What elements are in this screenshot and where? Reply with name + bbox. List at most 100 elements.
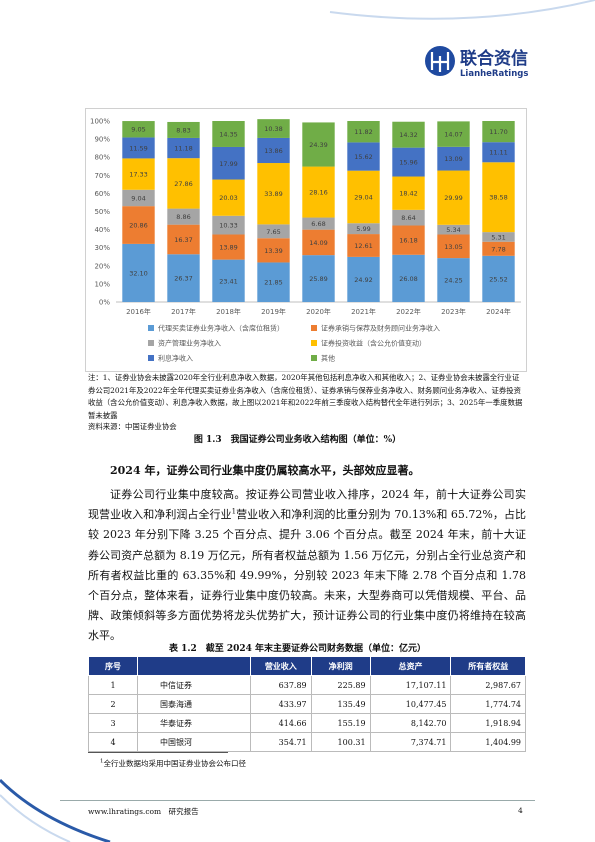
legend-label: 资产管理业务净收入 <box>158 339 221 348</box>
y-tick-label: 90% <box>94 136 110 144</box>
x-tick-label: 2023年 <box>441 307 466 316</box>
bar-segment <box>257 224 290 239</box>
y-tick-label: 60% <box>94 190 110 198</box>
data-label: 9.04 <box>131 194 145 202</box>
bar-segment <box>482 121 515 143</box>
bar-segment <box>392 121 425 148</box>
bar-segment <box>257 262 290 302</box>
data-label: 24.25 <box>444 277 463 285</box>
data-label: 14.07 <box>444 131 463 139</box>
footer-label: 研究报告 <box>168 807 199 816</box>
table-row: 1 中信证券 637.89 225.89 17,107.11 2,987.67 <box>88 675 526 695</box>
data-label: 15.96 <box>399 159 418 167</box>
data-label: 13.89 <box>219 244 238 252</box>
data-label: 17.33 <box>129 171 148 179</box>
header-cell <box>137 656 251 676</box>
data-label: 13.86 <box>264 147 283 155</box>
text: 营业收入和净利润的比重分别为 70.13%和 65.72%，占比较 2023 年… <box>88 508 526 643</box>
table-cell: 637.89 <box>250 675 312 695</box>
data-label: 5.99 <box>356 225 370 233</box>
footer: www.lhratings.com 研究报告 <box>88 806 199 817</box>
x-tick-label: 2021年 <box>351 307 376 316</box>
data-label: 5.31 <box>491 233 505 241</box>
data-label: 11.11 <box>489 149 508 157</box>
bar-segment <box>257 163 290 225</box>
footnote-mark: 1 <box>100 758 104 765</box>
data-label: 11.70 <box>489 128 508 136</box>
data-label: 26.37 <box>174 275 193 283</box>
bar-segment <box>437 224 470 235</box>
data-label: 11.59 <box>129 144 148 152</box>
x-tick-label: 2018年 <box>216 307 241 316</box>
bar-segment <box>437 121 470 147</box>
bar-segment <box>167 254 200 302</box>
header-row: 序号 营业收入 净利润 总资产 所有者权益 <box>88 656 526 676</box>
data-label: 10.38 <box>264 125 283 133</box>
y-tick-label: 30% <box>94 244 110 252</box>
x-tick-label: 2022年 <box>396 307 421 316</box>
table-cell: 1,404.99 <box>450 732 526 752</box>
bar-segment <box>212 259 245 302</box>
table-cell: 中信证券 <box>137 675 251 695</box>
data-label: 14.35 <box>219 130 238 138</box>
legend-label: 代理买卖证券业务净收入（含席位租赁） <box>158 324 284 333</box>
x-tick-label: 2024年 <box>486 307 511 316</box>
bar-segment <box>437 170 470 225</box>
data-label: 20.03 <box>219 194 238 202</box>
data-label: 8.83 <box>176 126 190 134</box>
table-cell: 1,918.94 <box>450 713 526 733</box>
table-cell: 2 <box>88 694 138 714</box>
table-cell: 7,374.71 <box>369 732 452 752</box>
table-cell: 10,477.45 <box>369 694 452 714</box>
bar-segment <box>392 176 425 210</box>
header-cell: 营业收入 <box>250 656 312 676</box>
footnote-rule <box>88 752 228 753</box>
text: 证券公司行业集中度较高。按证券公司营业收入排序，2024 年，前十大证券公司实现… <box>88 488 526 522</box>
figure-caption: 图 1.3 我国证券公司业务收入结构图（单位：%） <box>193 435 402 445</box>
data-label: 13.09 <box>444 155 463 163</box>
data-label: 24.92 <box>354 276 373 284</box>
bar-segment <box>257 119 290 138</box>
data-label: 29.04 <box>354 193 373 201</box>
data-label: 5.34 <box>446 226 460 234</box>
legend-label: 其他 <box>321 354 335 363</box>
data-label: 9.05 <box>131 126 145 134</box>
data-label: 18.42 <box>399 190 418 198</box>
legend-swatch <box>148 355 154 361</box>
bar-segment <box>347 142 380 171</box>
table-cell: 155.19 <box>310 713 371 733</box>
bar-segment <box>122 121 155 138</box>
data-label: 29.99 <box>444 194 463 202</box>
data-label: 10.33 <box>219 222 238 230</box>
bar-segment <box>482 241 515 256</box>
x-tick-label: 2016年 <box>126 307 151 316</box>
data-label: 23.41 <box>219 277 238 285</box>
legend-swatch <box>311 340 317 346</box>
y-tick-label: 0% <box>99 299 110 307</box>
bar-segment <box>302 217 335 230</box>
data-label: 11.82 <box>354 128 373 136</box>
bar-segment <box>167 158 200 209</box>
logo-cn: 联合资信 <box>460 48 528 69</box>
bar-segment <box>212 121 245 147</box>
table-cell: 414.66 <box>250 713 312 733</box>
table-cell: 135.49 <box>310 694 371 714</box>
bar-segment <box>437 146 470 171</box>
bar-segment <box>392 254 425 302</box>
data-label: 8.64 <box>401 214 415 222</box>
bar-segment <box>257 238 290 263</box>
legend-label: 证券承销与保荐及财务顾问业务净收入 <box>321 324 440 333</box>
bar-segment <box>347 234 380 257</box>
data-label: 7.65 <box>266 228 280 236</box>
footnote-text: 全行业数据均采用中国证券业协会公布口径 <box>103 759 247 768</box>
table-cell: 433.97 <box>250 694 312 714</box>
data-label: 25.52 <box>489 275 508 283</box>
bar-segment <box>347 170 380 224</box>
bar-segment <box>302 255 335 302</box>
data-label: 6.68 <box>311 220 325 228</box>
footnote-ref: 1 <box>231 507 237 516</box>
page-number: 4 <box>518 806 523 815</box>
footer-url: www.lhratings.com <box>88 807 162 816</box>
